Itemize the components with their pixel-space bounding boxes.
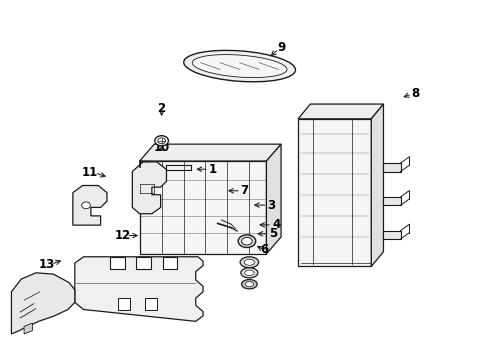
Polygon shape [144, 298, 157, 310]
Ellipse shape [240, 257, 258, 268]
Polygon shape [140, 161, 266, 254]
Ellipse shape [158, 138, 165, 144]
Polygon shape [24, 323, 32, 334]
Polygon shape [266, 144, 281, 254]
Ellipse shape [244, 282, 253, 287]
Text: 11: 11 [81, 166, 98, 179]
Ellipse shape [244, 259, 254, 265]
Polygon shape [370, 104, 383, 266]
Polygon shape [136, 257, 151, 269]
Text: 5: 5 [268, 227, 276, 240]
Polygon shape [383, 231, 400, 239]
Text: 12: 12 [114, 229, 130, 242]
Ellipse shape [241, 237, 252, 245]
Polygon shape [140, 144, 281, 161]
Text: 10: 10 [153, 141, 169, 154]
Polygon shape [162, 257, 177, 269]
Text: 13: 13 [39, 258, 55, 271]
Text: 8: 8 [410, 87, 418, 100]
Polygon shape [118, 298, 130, 310]
Ellipse shape [241, 280, 257, 289]
Text: 7: 7 [240, 184, 248, 197]
Ellipse shape [81, 202, 90, 209]
Polygon shape [383, 197, 400, 205]
Ellipse shape [241, 268, 257, 278]
Ellipse shape [155, 136, 168, 146]
Text: 2: 2 [157, 102, 165, 115]
Ellipse shape [183, 50, 295, 82]
Polygon shape [11, 273, 75, 334]
Text: 1: 1 [208, 163, 216, 176]
Polygon shape [132, 162, 166, 214]
Polygon shape [298, 119, 370, 266]
Text: 4: 4 [271, 218, 280, 231]
Text: 6: 6 [259, 243, 267, 256]
Polygon shape [110, 257, 125, 269]
Text: 3: 3 [267, 199, 275, 212]
Ellipse shape [192, 55, 286, 78]
Polygon shape [383, 163, 400, 172]
Polygon shape [298, 104, 383, 119]
Ellipse shape [244, 270, 254, 276]
Text: 9: 9 [276, 41, 285, 54]
Polygon shape [75, 257, 203, 321]
Polygon shape [73, 185, 107, 225]
Ellipse shape [238, 235, 255, 248]
